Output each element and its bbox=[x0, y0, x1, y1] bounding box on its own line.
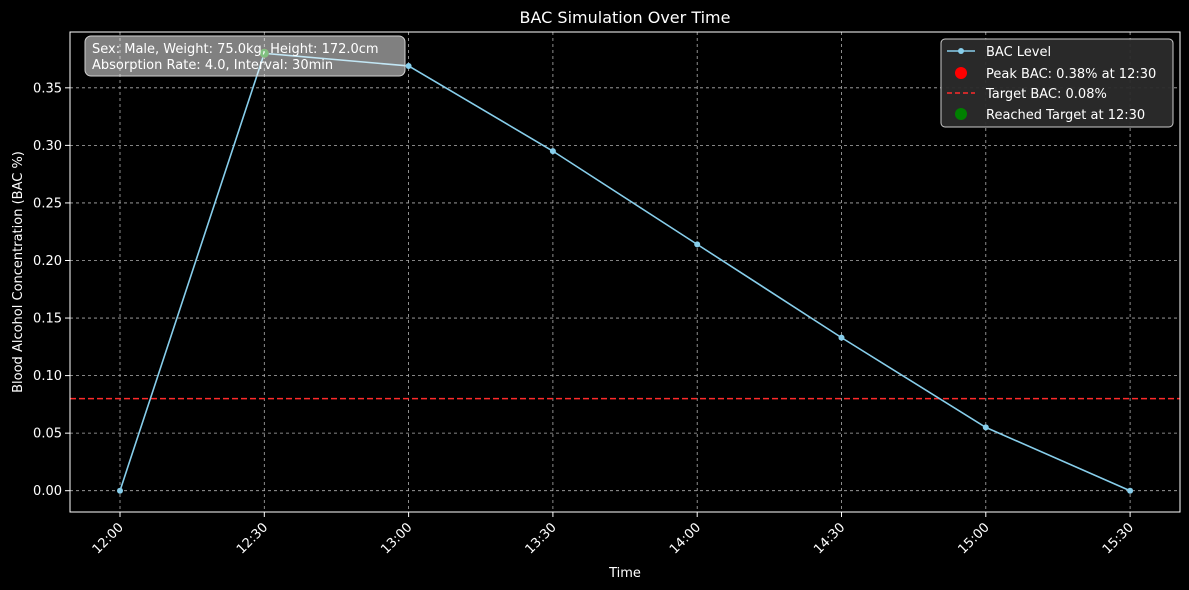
y-tick-label-0: 0.00 bbox=[33, 484, 62, 499]
data-point-6 bbox=[982, 424, 989, 431]
data-point-0 bbox=[117, 487, 123, 494]
data-point-3 bbox=[549, 148, 556, 155]
legend-label-bac: BAC Level bbox=[986, 45, 1051, 60]
info-box-line-2: Absorption Rate: 4.0, Interval: 30min bbox=[92, 58, 333, 73]
y-tick-label-3: 0.15 bbox=[33, 312, 62, 327]
data-point-7 bbox=[1127, 487, 1134, 494]
y-tick-label-6: 0.30 bbox=[33, 139, 62, 154]
data-point-4 bbox=[694, 241, 701, 248]
info-box-background bbox=[84, 35, 406, 77]
legend: BAC Level Peak BAC: 0.38% at 12:30 Targe… bbox=[940, 38, 1174, 128]
y-tick-label-1: 0.05 bbox=[33, 427, 62, 442]
legend-marker-bac bbox=[958, 48, 964, 54]
data-point-2 bbox=[405, 62, 412, 69]
info-box-line-1: Sex: Male, Weight: 75.0kg, Height: 172.0… bbox=[92, 42, 379, 57]
legend-entry-peak: Peak BAC: 0.38% at 12:30 bbox=[955, 67, 1156, 82]
data-point-5 bbox=[838, 334, 845, 341]
y-axis-ticks: 0.00 0.05 0.10 0.15 0.20 0.25 0.30 0.35 bbox=[33, 81, 70, 499]
x-axis-label: Time bbox=[608, 566, 641, 581]
y-tick-label-5: 0.25 bbox=[33, 196, 62, 211]
legend-background bbox=[940, 38, 1174, 128]
legend-entry-bac-level: BAC Level bbox=[947, 45, 1051, 60]
legend-marker-reached bbox=[955, 108, 967, 120]
legend-label-peak: Peak BAC: 0.38% at 12:30 bbox=[986, 67, 1156, 82]
legend-label-target: Target BAC: 0.08% bbox=[985, 87, 1107, 102]
y-tick-label-4: 0.20 bbox=[33, 254, 62, 269]
y-tick-label-7: 0.35 bbox=[33, 81, 62, 96]
chart-title: BAC Simulation Over Time bbox=[520, 8, 731, 27]
y-axis-label: Blood Alcohol Concentration (BAC %) bbox=[11, 151, 26, 393]
legend-entry-target: Target BAC: 0.08% bbox=[947, 87, 1107, 102]
legend-marker-peak bbox=[955, 67, 967, 79]
y-tick-label-2: 0.10 bbox=[33, 369, 62, 384]
plot-frame bbox=[69, 31, 1181, 513]
legend-entry-reached: Reached Target at 12:30 bbox=[955, 108, 1145, 123]
legend-label-reached: Reached Target at 12:30 bbox=[986, 108, 1145, 123]
info-box: Sex: Male, Weight: 75.0kg, Height: 172.0… bbox=[84, 35, 406, 77]
